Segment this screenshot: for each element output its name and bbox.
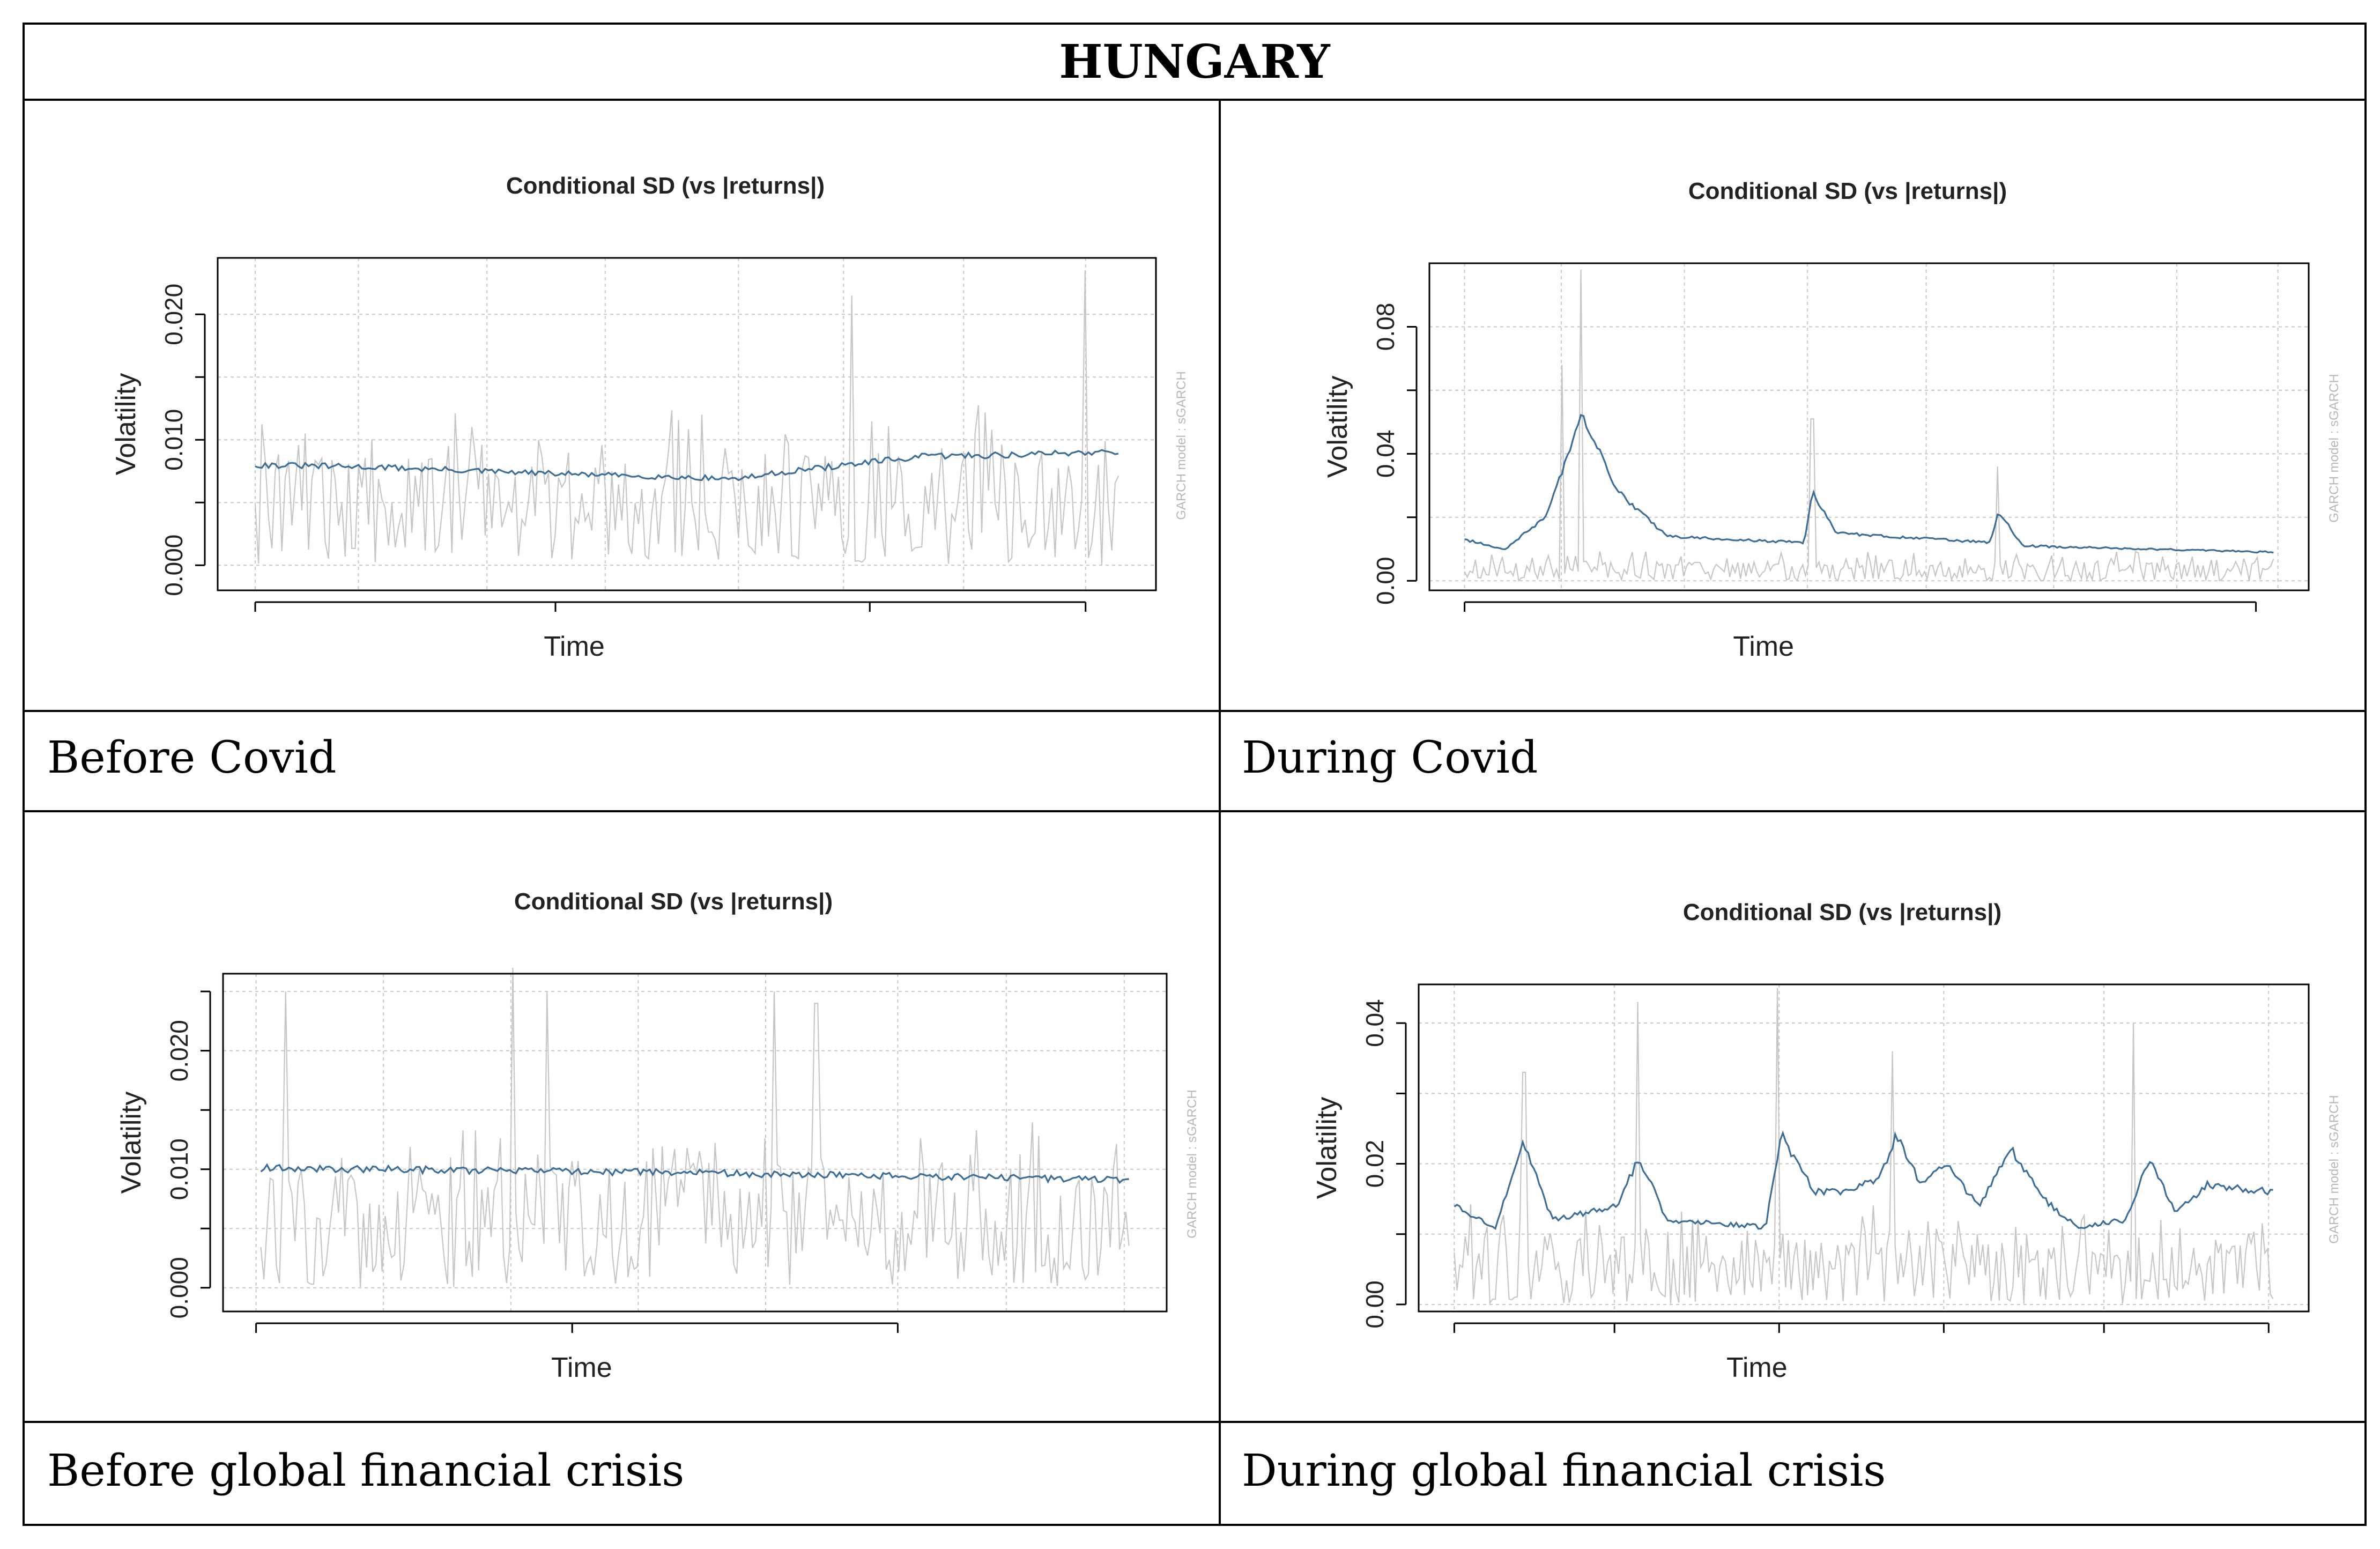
figure-table: HUNGARY Conditional SD (vs |returns|) 0.0… — [23, 23, 2367, 1526]
series-conditional-sd — [1464, 414, 2274, 554]
garch-model-note: GARCH model : sGARCH — [1185, 1090, 1199, 1238]
x-axis-label: Time — [1733, 631, 1794, 662]
series-abs-returns — [1454, 988, 2274, 1305]
series-abs-returns — [260, 967, 1130, 1287]
y-tick-label: 0.08 — [1371, 303, 1399, 351]
row-divider — [25, 810, 2364, 812]
garch-model-note: GARCH model : sGARCH — [2327, 1095, 2341, 1243]
y-tick-label: 0.04 — [1361, 999, 1389, 1047]
column-divider — [1219, 99, 1221, 1526]
row-divider — [25, 1421, 2364, 1423]
chart-before-covid: Conditional SD (vs |returns|) 0.000 0.010 0… — [110, 173, 1189, 662]
chart-title: Conditional SD (vs |returns|) — [1683, 899, 2001, 926]
garch-model-note: GARCH model : sGARCH — [1174, 371, 1189, 520]
caption-during-covid: During Covid — [1242, 732, 1538, 783]
series-abs-returns — [1464, 269, 2274, 583]
chart-during-gfc: Conditional SD (vs |returns|) 0.00 0.02 0.0… — [1311, 899, 2341, 1383]
row-divider — [25, 99, 2364, 101]
row-divider — [25, 710, 2364, 712]
chart-title: Conditional SD (vs |returns|) — [506, 173, 825, 199]
y-tick-label: 0.020 — [165, 1020, 193, 1081]
garch-model-note: GARCH model : sGARCH — [2327, 374, 2341, 522]
y-axis-label: Volatility — [116, 1092, 147, 1194]
table-title: HUNGARY — [1059, 34, 1330, 89]
series-conditional-sd — [1454, 1130, 2273, 1230]
plot-frame — [222, 973, 1168, 1313]
y-tick-label: 0.000 — [160, 535, 188, 596]
y-tick-label: 0.00 — [1361, 1280, 1389, 1329]
y-axis-label: Volatility — [1311, 1097, 1343, 1199]
y-tick-label: 0.02 — [1361, 1140, 1389, 1188]
x-axis-label: Time — [1726, 1352, 1788, 1383]
y-tick-label: 0.010 — [165, 1138, 193, 1200]
chart-before-gfc: Conditional SD (vs |returns|) 0.000 0.010 0… — [116, 888, 1199, 1383]
x-axis-label: Time — [551, 1352, 612, 1383]
caption-during-gfc: During global financial crisis — [1242, 1446, 1886, 1496]
y-tick-label: 0.000 — [165, 1257, 193, 1318]
y-tick-label: 0.00 — [1371, 557, 1399, 605]
y-tick-label: 0.04 — [1371, 430, 1399, 478]
y-axis-label: Volatility — [110, 373, 142, 476]
chart-title: Conditional SD (vs |returns|) — [1688, 178, 2007, 205]
series-conditional-sd — [255, 449, 1119, 481]
plot-frame — [1418, 983, 2310, 1313]
series-conditional-sd — [260, 1163, 1129, 1184]
y-tick-label: 0.020 — [160, 284, 188, 345]
x-axis-label: Time — [544, 631, 605, 662]
chart-during-covid: Conditional SD (vs |returns|) 0.00 0.04 0.0… — [1322, 178, 2341, 662]
plot-frame — [217, 257, 1157, 591]
chart-title: Conditional SD (vs |returns|) — [514, 888, 833, 915]
caption-before-gfc: Before global financial crisis — [47, 1446, 685, 1496]
y-axis-label: Volatility — [1322, 376, 1353, 478]
series-abs-returns — [254, 270, 1119, 565]
plot-frame — [1428, 262, 2310, 591]
caption-before-covid: Before Covid — [47, 732, 337, 783]
y-tick-label: 0.010 — [160, 409, 188, 471]
